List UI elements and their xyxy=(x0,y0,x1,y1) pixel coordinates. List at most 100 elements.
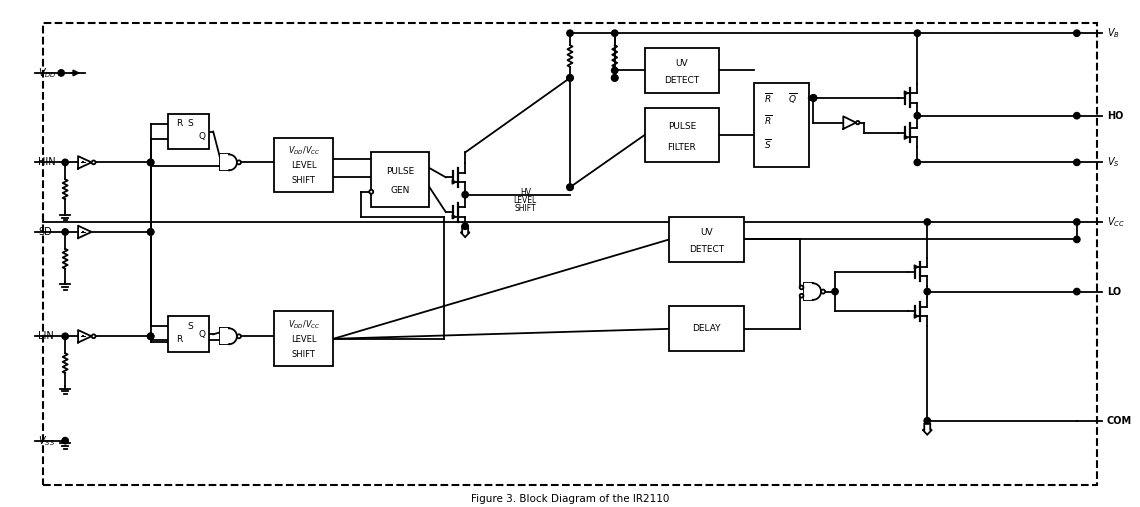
Text: SD: SD xyxy=(39,227,52,237)
Circle shape xyxy=(62,229,68,235)
Text: DETECT: DETECT xyxy=(689,245,724,254)
Text: $\overline{R}$: $\overline{R}$ xyxy=(764,91,772,105)
Bar xyxy=(274,311,334,366)
Text: LEVEL: LEVEL xyxy=(291,161,317,170)
Text: PULSE: PULSE xyxy=(386,167,414,176)
Circle shape xyxy=(567,75,573,81)
Circle shape xyxy=(914,159,920,166)
Text: DETECT: DETECT xyxy=(665,76,699,85)
Bar xyxy=(669,306,744,351)
Circle shape xyxy=(567,184,573,191)
Text: $\overline{R}$: $\overline{R}$ xyxy=(764,113,772,127)
Polygon shape xyxy=(844,117,856,129)
Polygon shape xyxy=(78,156,91,169)
Circle shape xyxy=(62,333,68,340)
Circle shape xyxy=(147,229,154,235)
Text: SHIFT: SHIFT xyxy=(514,204,536,212)
Text: $V_{DD}/V_{CC}$: $V_{DD}/V_{CC}$ xyxy=(287,145,320,158)
Bar xyxy=(669,217,744,262)
Circle shape xyxy=(799,285,804,289)
Polygon shape xyxy=(804,283,813,300)
Text: $V_B$: $V_B$ xyxy=(1107,26,1119,40)
Text: LIN: LIN xyxy=(39,331,54,341)
Circle shape xyxy=(914,113,920,119)
Text: GEN: GEN xyxy=(390,186,409,195)
Bar xyxy=(754,83,808,167)
Text: FILTER: FILTER xyxy=(667,142,697,152)
Bar xyxy=(372,153,429,207)
Circle shape xyxy=(832,288,838,295)
Text: HIN: HIN xyxy=(39,157,56,167)
Bar xyxy=(168,114,210,150)
Text: PULSE: PULSE xyxy=(668,122,695,131)
Polygon shape xyxy=(220,329,229,344)
Text: HO: HO xyxy=(1107,111,1123,121)
Circle shape xyxy=(91,161,96,164)
Text: SHIFT: SHIFT xyxy=(292,175,316,185)
Circle shape xyxy=(1074,159,1080,166)
Text: HV: HV xyxy=(520,188,531,197)
Circle shape xyxy=(925,288,930,295)
Circle shape xyxy=(1074,113,1080,119)
Text: Q: Q xyxy=(198,132,205,141)
Circle shape xyxy=(811,95,816,101)
Text: LEVEL: LEVEL xyxy=(514,196,537,205)
Bar xyxy=(168,316,210,352)
Circle shape xyxy=(799,294,804,298)
Circle shape xyxy=(237,334,241,338)
Text: COM: COM xyxy=(1107,416,1132,426)
Circle shape xyxy=(1074,219,1080,225)
Polygon shape xyxy=(220,155,229,170)
Circle shape xyxy=(237,160,241,164)
Text: R: R xyxy=(176,335,182,344)
Text: R: R xyxy=(176,119,182,128)
Circle shape xyxy=(147,333,154,340)
Circle shape xyxy=(369,190,373,194)
Circle shape xyxy=(62,159,68,166)
Circle shape xyxy=(925,418,930,424)
Circle shape xyxy=(611,75,618,81)
Circle shape xyxy=(925,219,930,225)
Circle shape xyxy=(462,192,469,198)
Circle shape xyxy=(808,96,813,100)
Text: $V_{CC}$: $V_{CC}$ xyxy=(1107,215,1125,229)
Circle shape xyxy=(567,75,573,81)
Bar xyxy=(274,137,334,192)
Circle shape xyxy=(567,184,573,191)
Polygon shape xyxy=(78,330,91,343)
Text: $\overline{S}$: $\overline{S}$ xyxy=(764,137,772,151)
Text: LEVEL: LEVEL xyxy=(291,335,317,344)
Text: $V_{DD}/V_{CC}$: $V_{DD}/V_{CC}$ xyxy=(287,319,320,332)
Text: $\overline{Q}$: $\overline{Q}$ xyxy=(788,91,797,105)
Bar xyxy=(644,48,719,93)
Circle shape xyxy=(811,95,816,101)
Circle shape xyxy=(856,121,860,124)
Circle shape xyxy=(147,229,154,235)
Text: S: S xyxy=(188,119,194,128)
Circle shape xyxy=(611,75,618,81)
Text: UV: UV xyxy=(676,59,689,68)
Circle shape xyxy=(147,333,154,340)
Circle shape xyxy=(567,30,573,37)
Text: SHIFT: SHIFT xyxy=(292,350,316,358)
Text: UV: UV xyxy=(700,228,712,237)
FancyArrow shape xyxy=(461,226,470,237)
Circle shape xyxy=(1074,30,1080,37)
Text: S: S xyxy=(188,322,194,331)
Circle shape xyxy=(147,159,154,166)
Polygon shape xyxy=(78,226,91,238)
Circle shape xyxy=(821,289,825,294)
Circle shape xyxy=(611,67,618,74)
FancyArrow shape xyxy=(922,424,933,434)
Text: DELAY: DELAY xyxy=(692,324,720,333)
Text: Figure 3. Block Diagram of the IR2110: Figure 3. Block Diagram of the IR2110 xyxy=(471,494,669,504)
Circle shape xyxy=(58,70,64,76)
Circle shape xyxy=(611,30,618,37)
Text: LO: LO xyxy=(1107,286,1121,297)
Text: $V_{DD}$: $V_{DD}$ xyxy=(39,66,57,80)
Text: $V_{SS}$: $V_{SS}$ xyxy=(39,433,56,448)
Text: $V_S$: $V_S$ xyxy=(1107,156,1119,169)
Circle shape xyxy=(147,159,154,166)
Text: Q: Q xyxy=(198,330,205,339)
Circle shape xyxy=(1074,288,1080,295)
